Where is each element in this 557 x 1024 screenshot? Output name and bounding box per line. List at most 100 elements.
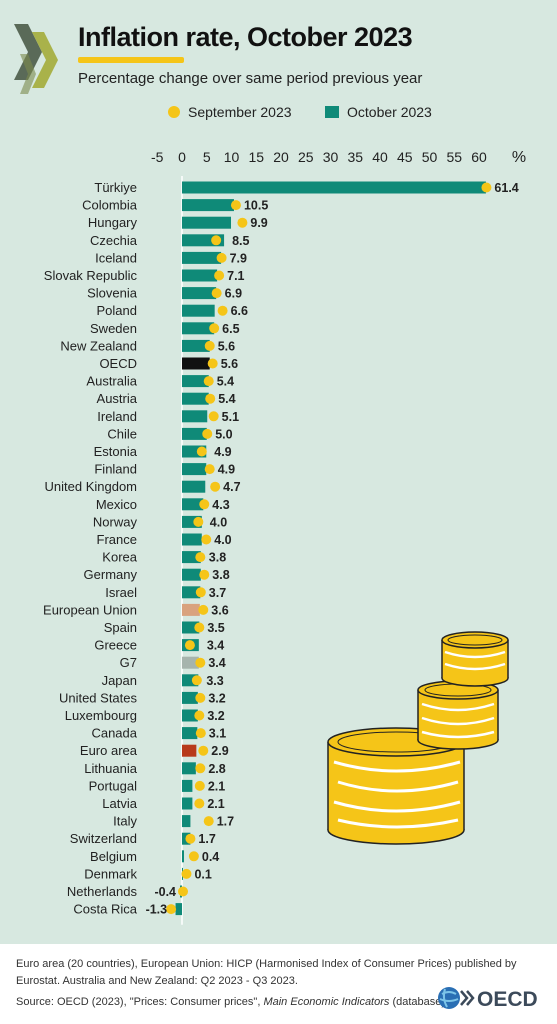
bar-costa-rica <box>175 903 182 916</box>
globe-icon <box>438 987 460 1009</box>
bar-germany <box>182 568 201 581</box>
category-label: Sweden <box>90 321 137 336</box>
category-label: Switzerland <box>70 831 137 846</box>
bar-australia <box>182 375 209 388</box>
september-dot <box>195 692 206 703</box>
bar-portugal <box>182 779 193 792</box>
value-label: 10.5 <box>244 199 268 213</box>
legend-dot-icon <box>168 106 180 118</box>
september-dot <box>184 640 195 651</box>
september-dot <box>203 376 214 387</box>
september-dot <box>177 886 188 897</box>
value-label: 7.1 <box>227 269 244 283</box>
bar-hungary <box>182 216 232 229</box>
legend-label-september: September 2023 <box>188 104 292 120</box>
bar-euro-area <box>182 744 197 757</box>
bar-lithuania <box>182 762 196 775</box>
category-label: Finland <box>94 462 137 477</box>
x-tick-label: 5 <box>203 149 211 165</box>
bar-mexico <box>182 498 204 511</box>
legend-label-october: October 2023 <box>347 104 432 120</box>
coin-stack-illustration <box>327 631 509 845</box>
value-label: -0.4 <box>154 885 176 899</box>
september-dot <box>195 587 206 598</box>
category-label: Chile <box>107 426 137 441</box>
bar-austria <box>182 392 209 405</box>
bar-canada <box>182 727 198 740</box>
september-dot <box>201 534 212 545</box>
footer-notes: Euro area (20 countries), European Union… <box>16 958 517 987</box>
value-label: -1.3 <box>146 903 168 917</box>
x-tick-label: 25 <box>298 149 314 165</box>
value-label: 6.9 <box>225 287 242 301</box>
bar-oecd <box>182 357 210 370</box>
category-label: Estonia <box>94 444 138 459</box>
category-label: Australia <box>86 374 137 389</box>
september-dot <box>198 604 209 615</box>
category-label: G7 <box>120 655 137 670</box>
category-label: Japan <box>102 673 137 688</box>
legend-item-september: September 2023 <box>168 104 292 120</box>
x-tick-label: 40 <box>372 149 388 165</box>
bar-chile <box>182 427 207 440</box>
bar-new-zealand <box>182 339 210 352</box>
value-label: 0.1 <box>194 867 211 881</box>
september-dot <box>237 217 248 228</box>
category-label: Slovenia <box>87 286 138 301</box>
category-label: Euro area <box>80 743 138 758</box>
source-prefix: Source: OECD (2023), "Prices: Consumer p… <box>16 996 264 1008</box>
oecd-chevron-logo-icon <box>14 24 58 94</box>
september-dot <box>198 745 209 756</box>
page-subtitle: Percentage change over same period previ… <box>78 70 423 87</box>
value-label: 3.6 <box>211 603 228 617</box>
inflation-bar-chart: -5 0 5 10 15 20 25 30 35 40 45 50 55 60% Türkiye 61.4 C… <box>43 149 526 925</box>
x-tick-label: 45 <box>397 149 413 165</box>
value-label: 4.0 <box>210 515 227 529</box>
value-label: 3.8 <box>212 568 229 582</box>
value-label: 5.4 <box>217 375 234 389</box>
september-dot <box>204 340 215 351</box>
september-dot <box>196 446 207 457</box>
september-dot <box>194 798 205 809</box>
value-label: 3.4 <box>208 656 225 670</box>
category-label: Austria <box>97 391 138 406</box>
bar-iceland <box>182 251 222 264</box>
bar-ireland <box>182 410 208 423</box>
bar-slovenia <box>182 287 217 300</box>
value-label: 4.9 <box>218 463 235 477</box>
category-label: New Zealand <box>60 338 137 353</box>
bar-united-kingdom <box>182 480 206 493</box>
category-label: Hungary <box>88 215 138 230</box>
category-label: Slovak Republic <box>44 268 138 283</box>
category-label: OECD <box>99 356 137 371</box>
value-label: 3.7 <box>209 586 226 600</box>
value-label: 9.9 <box>250 216 267 230</box>
value-label: 4.9 <box>214 445 231 459</box>
value-label: 5.6 <box>218 339 235 353</box>
x-tick-label: 60 <box>471 149 487 165</box>
september-dot <box>193 516 204 527</box>
value-label: 1.7 <box>198 832 215 846</box>
bar-european-union <box>182 603 200 616</box>
source-suffix: (database) <box>389 996 446 1008</box>
x-tick-label: 55 <box>446 149 462 165</box>
legend-item-october: October 2023 <box>325 104 432 120</box>
september-dot <box>195 728 206 739</box>
september-dot <box>481 182 492 193</box>
september-dot <box>202 428 213 439</box>
september-dot <box>208 411 219 422</box>
september-dot <box>188 851 199 862</box>
category-label: United States <box>59 690 138 705</box>
value-label: 5.0 <box>215 427 232 441</box>
september-dot <box>166 904 177 915</box>
category-label: Poland <box>97 303 137 318</box>
value-label: 6.5 <box>222 322 239 336</box>
september-dot <box>204 464 215 475</box>
category-label: Ireland <box>97 409 137 424</box>
september-dot <box>194 780 205 791</box>
september-dot <box>195 763 206 774</box>
september-dot <box>205 393 216 404</box>
bar-g7 <box>182 656 199 669</box>
title-underline <box>78 57 184 63</box>
september-dot <box>195 552 206 563</box>
